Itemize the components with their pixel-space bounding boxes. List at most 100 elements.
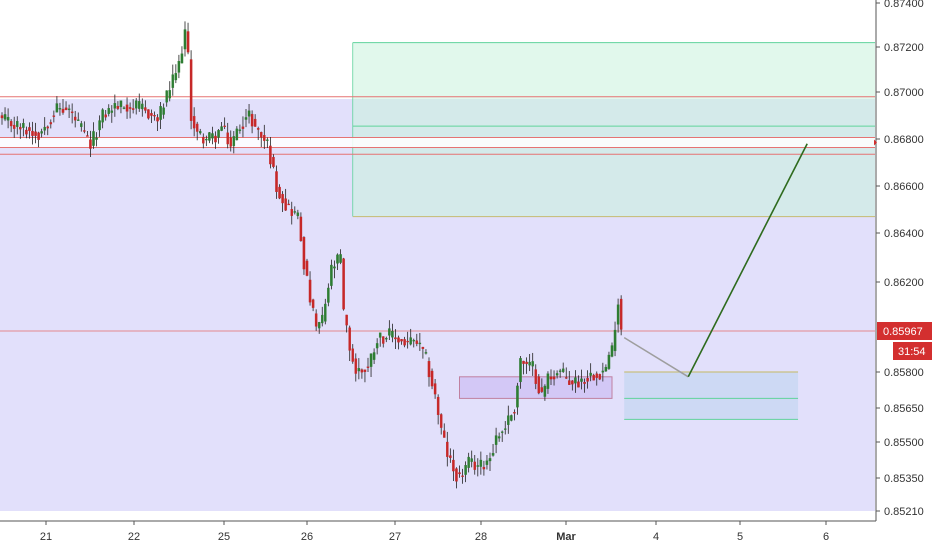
candle-up — [336, 254, 339, 264]
candle-down — [299, 216, 303, 242]
candle-up — [324, 303, 327, 322]
candle-down — [348, 327, 351, 351]
time-tick-label: 21 — [40, 531, 52, 543]
candle-up — [385, 338, 388, 340]
candle-down — [202, 136, 205, 144]
candle-up — [479, 459, 483, 467]
candle-up — [247, 110, 251, 117]
candle-down — [46, 126, 50, 129]
candle-up — [528, 361, 531, 366]
candle-down — [186, 31, 190, 53]
candle-down — [116, 106, 120, 109]
candle-up — [22, 123, 25, 128]
candle-up — [357, 368, 361, 372]
candle-down — [49, 122, 53, 125]
candle-down — [311, 299, 315, 308]
candle-down — [12, 124, 16, 129]
candle-up — [561, 368, 565, 372]
candle-up — [119, 100, 123, 107]
candle-up — [580, 378, 583, 382]
price-axis-panel — [876, 0, 932, 550]
candle-up — [296, 212, 300, 217]
candle-down — [153, 114, 156, 117]
candle-down — [128, 107, 132, 109]
candle-up — [391, 330, 394, 338]
candle-down — [595, 373, 599, 378]
candle-down — [583, 382, 586, 384]
candle-down — [37, 132, 40, 140]
candle-down — [278, 186, 281, 199]
candle-up — [15, 121, 19, 127]
candle-down — [397, 337, 400, 343]
candle-down — [592, 374, 595, 381]
candle-down — [52, 115, 56, 117]
candle-up — [418, 342, 422, 345]
price-tick-label: 0.85210 — [884, 506, 924, 518]
candle-up — [555, 373, 559, 376]
candle-down — [305, 260, 309, 276]
candle-down — [403, 339, 406, 346]
candle-up — [110, 110, 114, 113]
candle-down — [366, 366, 370, 368]
candle-down — [458, 472, 461, 475]
candle-up — [491, 453, 495, 456]
candle-up — [266, 139, 269, 141]
candle-up — [55, 103, 59, 113]
candle-down — [229, 137, 232, 147]
candle-down — [586, 377, 589, 382]
candle-up — [198, 131, 202, 134]
candle-up — [412, 339, 415, 342]
candle-up — [183, 29, 187, 50]
candle-down — [241, 126, 245, 129]
price-tick-label: 0.86200 — [884, 277, 924, 289]
candle-up — [574, 377, 577, 384]
current-price-label: 0.85967 — [883, 326, 923, 338]
candle-down — [223, 125, 226, 128]
candle-up — [476, 465, 480, 467]
candle-up — [159, 106, 162, 120]
candle-down — [360, 369, 364, 373]
candle-up — [205, 138, 208, 141]
candle-up — [409, 337, 412, 345]
time-tick-label: 27 — [389, 531, 401, 543]
candle-up — [3, 114, 7, 120]
candle-down — [104, 114, 107, 118]
candle-up — [98, 120, 101, 131]
candle-up — [162, 107, 165, 115]
candle-up — [558, 370, 562, 372]
candle-up — [507, 415, 510, 425]
candle-down — [534, 369, 538, 384]
time-tick-label: 26 — [301, 531, 313, 543]
candle-down — [351, 348, 354, 362]
time-tick-label: 28 — [475, 531, 487, 543]
candle-down — [0, 115, 4, 119]
candle-down — [427, 361, 431, 378]
candle-up — [607, 354, 611, 369]
candle-down — [430, 370, 434, 387]
candle-down — [354, 358, 358, 374]
price-tick-label: 0.86600 — [884, 181, 924, 193]
time-tick-label: Mar — [556, 531, 576, 543]
price-tick-label: 0.85800 — [884, 367, 924, 379]
candle-down — [70, 111, 74, 114]
candle-down — [131, 108, 135, 110]
candle-down — [314, 313, 318, 327]
candle-up — [101, 109, 104, 123]
candle-down — [433, 383, 437, 395]
candle-down — [195, 123, 199, 132]
projection-target-line — [687, 143, 808, 378]
candle-down — [284, 198, 287, 211]
candle-down — [482, 466, 486, 470]
candle-up — [503, 428, 507, 430]
candle-down — [125, 104, 129, 112]
candle-down — [342, 258, 345, 310]
candle-up — [510, 415, 513, 421]
candle-up — [58, 108, 62, 110]
candles — [0, 21, 623, 489]
resistance-white-band — [0, 137, 875, 148]
candle-down — [25, 129, 28, 135]
candle-up — [320, 314, 324, 324]
candle-up — [171, 74, 175, 88]
